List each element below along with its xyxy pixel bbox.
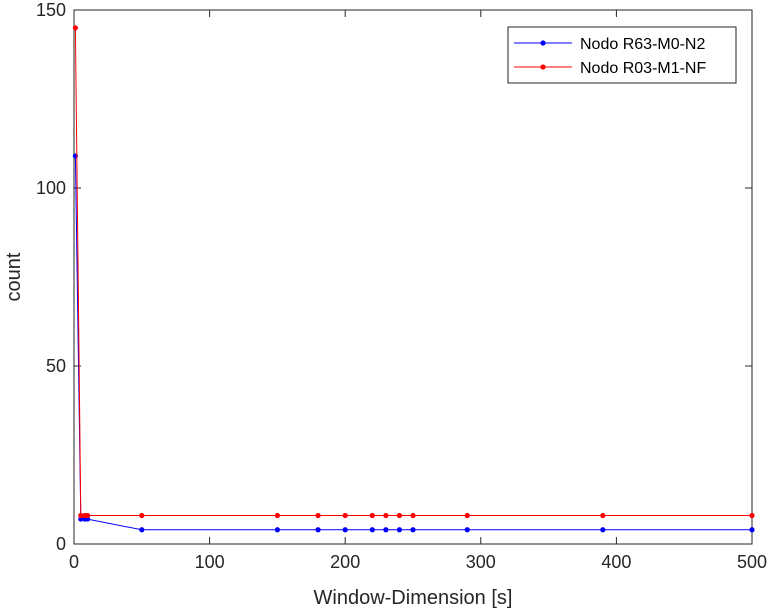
data-point [369,527,375,533]
x-axis-title: Window-Dimension [s] [314,587,513,609]
data-point [84,516,91,522]
data-point [342,512,348,519]
legend-marker [540,64,546,70]
data-point [464,512,470,519]
data-point [139,527,145,533]
x-tick-label: 300 [466,552,496,572]
data-point [749,527,755,533]
data-point [315,527,321,533]
legend-marker [540,40,546,46]
x-axis: 0 100 200 300 400 500 [69,10,767,572]
x-tick-label: 100 [195,552,225,572]
series-layer [72,25,755,533]
data-point [369,512,375,519]
x-tick-label: 200 [330,552,360,572]
x-tick-label: 0 [69,552,79,572]
y-tick-label: 150 [36,0,66,20]
data-point [600,512,606,519]
legend-label: Nodo R03-M1-NF [580,60,706,77]
y-axis-title: count [3,252,25,301]
data-point [72,25,78,31]
y-tick-label: 50 [46,356,66,376]
x-tick-label: 400 [601,552,631,572]
data-point [410,527,416,533]
x-tick-label: 500 [737,552,767,572]
data-point [315,512,321,519]
data-point [600,527,606,533]
data-point [396,527,403,533]
data-point [274,527,280,533]
data-point [78,512,84,519]
data-point [410,512,416,519]
data-point [464,527,470,533]
data-point [78,516,84,522]
y-tick-label: 0 [56,534,66,554]
data-point [749,512,755,519]
data-point [396,512,403,519]
legend-box [507,26,737,84]
y-axis: 0 50 100 150 [36,0,752,554]
data-point [84,512,91,519]
legend-label: Nodo R63-M0-N2 [580,36,705,53]
data-point [383,512,389,519]
data-point [274,512,280,519]
legend: Nodo R63-M0-N2 Nodo R03-M1-NF [507,26,737,84]
data-point [139,512,145,519]
plot-area [73,9,753,545]
data-point [383,527,389,533]
y-tick-label: 100 [36,178,66,198]
data-point [342,527,348,533]
